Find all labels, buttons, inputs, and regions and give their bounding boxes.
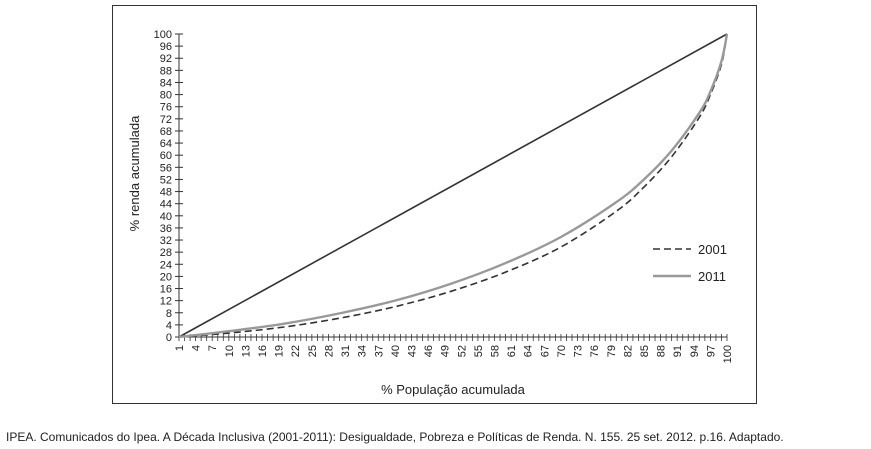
- x-tick-label: 64: [523, 345, 535, 357]
- x-tick-label: 13: [240, 345, 252, 357]
- x-tick-label: 46: [423, 345, 435, 357]
- x-tick-label: 58: [490, 345, 502, 357]
- x-tick-label: 7: [207, 345, 219, 351]
- x-tick-label: 100: [722, 345, 734, 363]
- x-tick-label: 52: [456, 345, 468, 357]
- axes: [178, 34, 727, 338]
- y-axis-title: % renda acumulada: [127, 115, 142, 231]
- series-line-2001: [178, 33, 728, 338]
- y-tick-label: 40: [160, 211, 172, 223]
- x-tick-label: 16: [257, 345, 269, 357]
- legend: 2001 2011: [653, 242, 727, 284]
- x-tick-label: 94: [689, 345, 701, 357]
- x-tick-label: 25: [307, 345, 319, 357]
- y-tick-label: 88: [160, 65, 172, 77]
- x-tick-label: 73: [573, 345, 585, 357]
- y-tick-label: 16: [160, 284, 172, 296]
- source-note: IPEA. Comunicados do Ipea. A Década Incl…: [6, 430, 784, 444]
- y-tick-label: 56: [160, 162, 172, 174]
- x-tick-label: 55: [473, 345, 485, 357]
- x-tick-label: 43: [406, 345, 418, 357]
- x-tick-label: 37: [373, 345, 385, 357]
- y-tick-label: 24: [160, 259, 172, 271]
- y-tick-label: 12: [160, 296, 172, 308]
- y-tick-label: 92: [160, 53, 172, 65]
- x-tick-label: 34: [357, 345, 369, 357]
- series-lines: [178, 33, 729, 339]
- y-tick-label: 52: [160, 174, 172, 186]
- chart-frame: 0 4 8 12 16 20 24 28 32 36 40 44 48 52 56 60 64 68 72 76 80 8…: [112, 5, 757, 404]
- x-tick-label: 79: [606, 345, 618, 357]
- x-tick-label: 76: [589, 345, 601, 357]
- y-tick-label: 36: [160, 223, 172, 235]
- x-tick-label: 97: [705, 345, 717, 357]
- x-tick-label: 10: [224, 345, 236, 357]
- y-tick-label: 80: [160, 90, 172, 102]
- y-tick-label: 68: [160, 126, 172, 138]
- x-tick-label: 91: [672, 345, 684, 357]
- y-tick-label: 4: [166, 320, 172, 332]
- x-tick-label: 1: [174, 345, 186, 351]
- y-tick-label: 48: [160, 187, 172, 199]
- y-tick-label: 8: [166, 308, 172, 320]
- x-tick-label: 82: [622, 345, 634, 357]
- y-tick-label: 64: [160, 138, 172, 150]
- x-tick-label: 22: [290, 345, 302, 357]
- y-tick-label: 76: [160, 102, 172, 114]
- legend-label-2011: 2011: [698, 269, 726, 284]
- y-tick-label: 20: [160, 271, 172, 283]
- x-tick-label: 4: [191, 345, 203, 351]
- x-tick-label: 85: [639, 345, 651, 357]
- x-tick-label: 28: [323, 345, 335, 357]
- y-tick-label: 44: [160, 199, 172, 211]
- x-tick-label: 49: [440, 345, 452, 357]
- x-tick-label: 31: [340, 345, 352, 357]
- x-tick-label: 88: [656, 345, 668, 357]
- y-tick-label: 28: [160, 247, 172, 259]
- legend-label-2001: 2001: [698, 242, 727, 257]
- series-line-2011: [178, 33, 729, 339]
- y-tick-label: 96: [160, 41, 172, 53]
- x-axis-title: % População acumulada: [381, 382, 526, 397]
- y-tick-label: 60: [160, 150, 172, 162]
- x-tick-label: 40: [390, 345, 402, 357]
- equality-line: [178, 33, 728, 338]
- tick-marks: 0481216202428323640444852566064687276808…: [154, 29, 734, 363]
- lorenz-chart: 0481216202428323640444852566064687276808…: [127, 29, 734, 397]
- x-tick-label: 61: [506, 345, 518, 357]
- y-tick-label: 72: [160, 114, 172, 126]
- y-tick-label: 32: [160, 235, 172, 247]
- y-tick-label: 84: [160, 77, 172, 89]
- x-tick-label: 67: [539, 345, 551, 357]
- y-tick-label: 0: [166, 332, 172, 344]
- x-tick-label: 70: [556, 345, 568, 357]
- x-tick-label: 19: [274, 345, 286, 357]
- y-tick-label: 100: [154, 29, 172, 41]
